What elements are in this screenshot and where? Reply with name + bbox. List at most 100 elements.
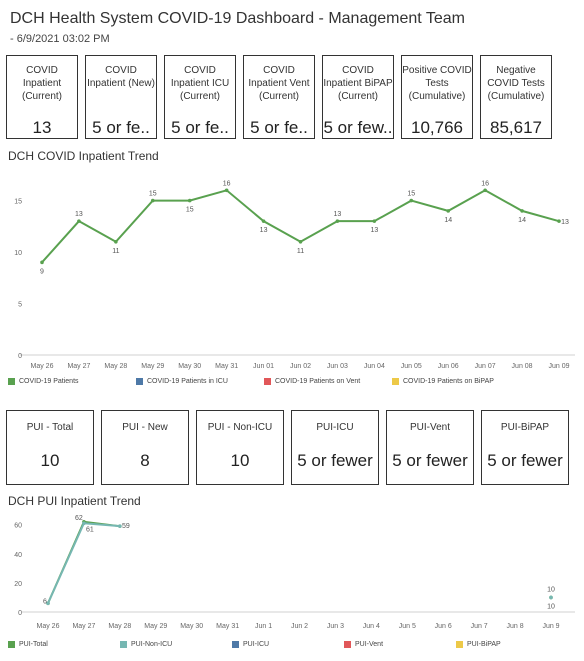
covid-kpi-label: Negative COVID Tests (Cumulative): [487, 65, 545, 102]
pui-x-tick-label: May 31: [216, 623, 239, 630]
covid-data-point[interactable]: [150, 198, 155, 203]
covid-data-point[interactable]: [335, 219, 340, 223]
pui-trend-legend: PUI-Total PUI-Non-ICU PUI-ICU PUI-Vent PUI-B…: [8, 641, 568, 648]
covid-data-point[interactable]: [557, 219, 561, 223]
pui-y-tick-label: 60: [14, 523, 22, 530]
pui-kpi-card[interactable]: PUI - Total 10: [6, 410, 94, 485]
covid-y-tick-label: 10: [14, 250, 22, 257]
dashboard-timestamp: - 6/9/2021 03:02 PM: [10, 33, 110, 45]
pui-kpi-card[interactable]: PUI - New 8: [101, 410, 189, 485]
covid-data-label: 13: [334, 211, 342, 218]
pui-kpi-value: 5 or fewer: [392, 451, 468, 470]
covid-legend-item[interactable]: COVID-19 Patients on BiPAP: [392, 378, 520, 385]
covid-kpi-card[interactable]: COVID Inpatient (New) 5 or fe..: [85, 55, 157, 139]
covid-data-label: 13: [260, 227, 268, 234]
covid-kpi-row: COVID Inpatient (Current) 13 COVID Inpatie…: [6, 55, 559, 139]
covid-kpi-card[interactable]: COVID Inpatient BiPAP (Current) 5 or few.…: [322, 55, 394, 139]
pui-inpatient-trend-chart: 0 20 40 60 May 26 May 27 May 28 May 29 May 30 May…: [14, 515, 575, 630]
pui-legend-label: PUI-BiPAP: [467, 641, 501, 648]
pui-x-tick-label: Jun 3: [327, 623, 344, 630]
covid-legend-swatch: [8, 378, 15, 385]
pui-kpi-row: PUI - Total 10 PUI - New 8 PUI - Non-ICU 10 PU…: [6, 410, 576, 485]
covid-x-tick-label: Jun 04: [364, 363, 385, 370]
covid-data-label: 16: [481, 180, 489, 187]
pui-data-point[interactable]: [46, 601, 50, 606]
covid-x-tick-label: Jun 06: [438, 363, 459, 370]
pui-legend-swatch: [120, 641, 127, 648]
covid-legend-item[interactable]: COVID-19 Patients on Vent: [264, 378, 392, 385]
covid-kpi-label: COVID Inpatient Vent (Current): [248, 65, 310, 102]
pui-data-point[interactable]: [118, 524, 122, 528]
covid-kpi-label: COVID Inpatient BiPAP (Current): [323, 65, 393, 102]
covid-data-point[interactable]: [372, 219, 377, 223]
covid-x-tick-label: Jun 05: [401, 363, 422, 370]
covid-data-point[interactable]: [298, 239, 303, 244]
covid-legend-item[interactable]: COVID-19 Patients: [8, 378, 136, 385]
covid-data-label: 15: [407, 191, 415, 198]
covid-x-tick-label: Jun 07: [475, 363, 496, 370]
pui-legend-item[interactable]: PUI-Non-ICU: [120, 641, 232, 648]
covid-data-point[interactable]: [483, 188, 487, 193]
pui-legend-item[interactable]: PUI-ICU: [232, 641, 344, 648]
pui-kpi-label: PUI-Vent: [409, 422, 451, 433]
pui-kpi-label: PUI - Non-ICU: [207, 422, 273, 433]
pui-kpi-value: 5 or fewer: [297, 451, 373, 470]
covid-data-label: 11: [112, 248, 119, 255]
covid-data-point[interactable]: [187, 198, 192, 203]
covid-kpi-value: 5 or few..: [323, 118, 393, 137]
covid-data-point[interactable]: [224, 188, 229, 193]
pui-x-tick-label: Jun 2: [291, 623, 308, 630]
covid-legend-swatch: [136, 378, 143, 385]
pui-kpi-card[interactable]: PUI - Non-ICU 10: [196, 410, 284, 485]
covid-kpi-label: Positive COVID Tests (Cumulative): [402, 65, 472, 102]
covid-legend-label: COVID-19 Patients: [19, 378, 79, 385]
covid-x-tick-label: May 30: [178, 363, 201, 370]
covid-kpi-card[interactable]: COVID Inpatient (Current) 13: [6, 55, 78, 139]
pui-x-tick-label: May 29: [144, 623, 167, 630]
pui-x-tick-label: May 30: [180, 623, 203, 630]
pui-kpi-card[interactable]: PUI-BiPAP 5 or fewer: [481, 410, 569, 485]
covid-data-point[interactable]: [114, 239, 118, 244]
covid-legend-item[interactable]: COVID-19 Patients in ICU: [136, 378, 264, 385]
pui-data-point[interactable]: [82, 521, 86, 526]
covid-kpi-card[interactable]: COVID Inpatient ICU (Current) 5 or fe..: [164, 55, 236, 139]
pui-data-point[interactable]: [549, 595, 553, 600]
covid-kpi-card[interactable]: COVID Inpatient Vent (Current) 5 or fe..: [243, 55, 315, 139]
pui-data-label: 10: [547, 586, 555, 593]
pui-kpi-value: 10: [40, 451, 60, 470]
covid-trend-legend: COVID-19 Patients COVID-19 Patients in IC…: [8, 378, 520, 385]
covid-data-point[interactable]: [261, 219, 266, 223]
covid-data-label: 11: [297, 248, 304, 255]
pui-y-tick-label: 20: [14, 581, 22, 588]
covid-y-tick-label: 0: [18, 353, 22, 360]
pui-legend-item[interactable]: PUI-Vent: [344, 641, 456, 648]
covid-x-tick-label: Jun 08: [512, 363, 533, 370]
covid-data-point[interactable]: [446, 209, 451, 213]
covid-x-tick-label: Jun 09: [548, 363, 569, 370]
pui-y-tick-label: 0: [18, 610, 22, 617]
covid-kpi-card[interactable]: Negative COVID Tests (Cumulative) 85,617: [480, 55, 552, 139]
pui-series-line: [47, 522, 120, 604]
covid-data-point[interactable]: [40, 260, 44, 265]
covid-data-label: 15: [186, 207, 194, 214]
pui-x-tick-label: Jun 5: [399, 623, 416, 630]
covid-data-point[interactable]: [409, 198, 414, 203]
covid-data-label: 9: [40, 268, 44, 275]
covid-legend-swatch: [264, 378, 271, 385]
pui-kpi-card[interactable]: PUI-Vent 5 or fewer: [386, 410, 474, 485]
pui-legend-item[interactable]: PUI-Total: [8, 641, 120, 648]
pui-x-tick-label: May 27: [72, 623, 95, 630]
covid-y-tick-label: 15: [14, 199, 22, 206]
pui-x-tick-label: May 26: [37, 623, 60, 630]
covid-data-point[interactable]: [520, 209, 524, 213]
covid-kpi-card[interactable]: Positive COVID Tests (Cumulative) 10,766: [401, 55, 473, 139]
covid-kpi-value: 13: [32, 118, 52, 137]
covid-data-point[interactable]: [77, 219, 81, 223]
pui-kpi-value: 8: [140, 451, 150, 470]
pui-legend-swatch: [8, 641, 15, 648]
pui-legend-label: PUI-Total: [19, 641, 48, 648]
pui-kpi-card[interactable]: PUI-ICU 5 or fewer: [291, 410, 379, 485]
pui-data-label: 59: [122, 523, 130, 530]
pui-legend-item[interactable]: PUI-BiPAP: [456, 641, 568, 648]
covid-y-tick-label: 5: [18, 302, 22, 309]
